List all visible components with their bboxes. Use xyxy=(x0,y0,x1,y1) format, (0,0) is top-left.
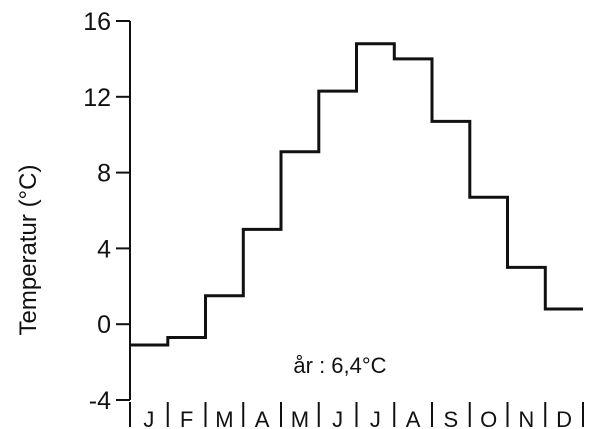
x-tick-label: J xyxy=(143,407,154,429)
x-tick-label: A xyxy=(406,407,421,429)
x-tick-label: M xyxy=(215,407,233,429)
x-tick-label: D xyxy=(556,407,572,429)
x-tick-label: M xyxy=(291,407,309,429)
y-axis-title: Temperatur (°C) xyxy=(15,165,42,336)
y-tick-label: 16 xyxy=(83,8,111,36)
x-tick-label: J xyxy=(370,407,381,429)
y-tick-label: 4 xyxy=(97,235,111,263)
y-tick-label: 0 xyxy=(97,311,111,339)
x-tick-label: S xyxy=(444,407,459,429)
y-axis: -4 0 4 8 12 16 xyxy=(83,8,131,415)
annual-mean-annotation: år : 6,4°C xyxy=(293,353,386,378)
x-tick-label: A xyxy=(255,407,270,429)
x-tick-label: J xyxy=(332,407,343,429)
series-group xyxy=(130,42,583,347)
temperature-step-line xyxy=(130,42,583,347)
y-tick-label: -4 xyxy=(89,387,111,415)
x-tick-label: O xyxy=(480,407,497,429)
x-tick-label: F xyxy=(180,407,193,429)
y-tick-label: 8 xyxy=(97,160,111,188)
x-tick-label: N xyxy=(518,407,534,429)
y-tick-label: 12 xyxy=(83,84,111,112)
